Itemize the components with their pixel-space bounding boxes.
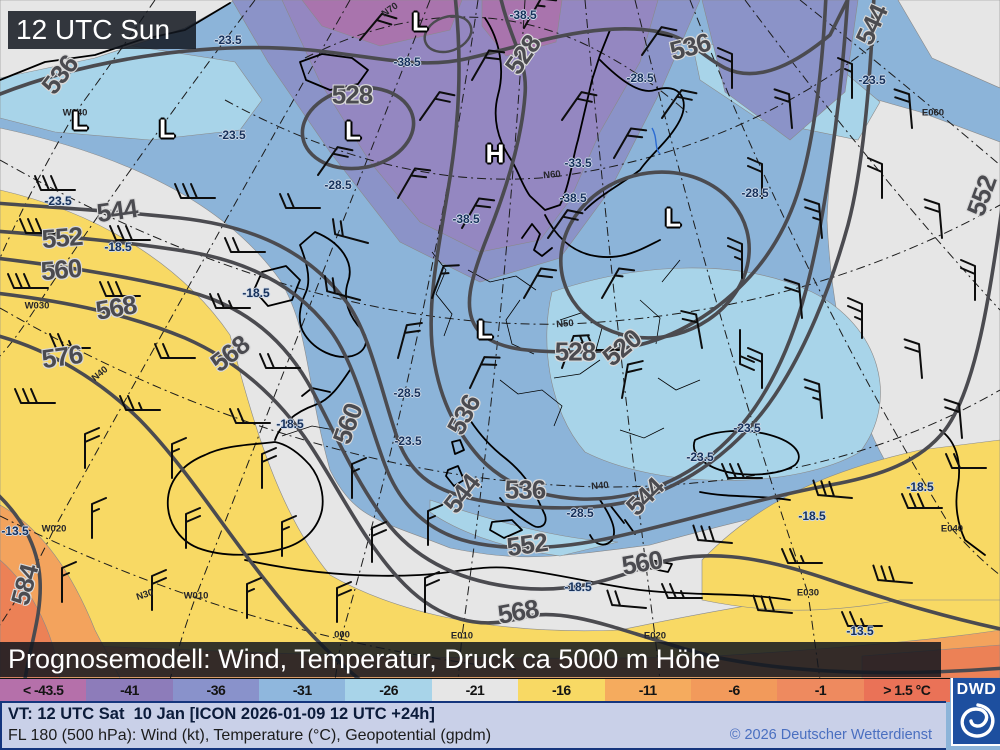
forecast-info-bar: VT: 12 UTC Sat 10 Jan [ICON 2026-01-09 1… bbox=[0, 701, 946, 750]
legend-cell: -26 bbox=[345, 679, 432, 702]
legend-cell: -1 bbox=[777, 679, 864, 702]
dwd-spiral-icon bbox=[960, 703, 995, 738]
dwd-logo-text: DWD bbox=[956, 681, 997, 698]
legend-cell: -11 bbox=[604, 679, 691, 702]
legend-cell: -36 bbox=[172, 679, 260, 702]
legend-cell: -16 bbox=[518, 679, 605, 702]
valid-time-stamp: 12 UTC Sun bbox=[8, 11, 196, 49]
temperature-legend: < -43.5 -41 -36 -31 -26 -21 -16 -11 -6 -… bbox=[0, 678, 950, 702]
legend-cell: -6 bbox=[690, 679, 778, 702]
legend-cell: -31 bbox=[259, 679, 346, 702]
valid-time-line: VT: 12 UTC Sat 10 Jan [ICON 2026-01-09 1… bbox=[8, 705, 435, 723]
dwd-logo: DWD bbox=[951, 678, 1000, 746]
graticule-lines bbox=[0, 0, 1000, 681]
legend-cell: < -43.5 bbox=[0, 679, 87, 702]
temperature-fill-regions bbox=[0, 0, 1000, 679]
legend-cell: -21 bbox=[431, 679, 519, 702]
copyright-notice: © 2026 Deutscher Wetterdienst bbox=[729, 727, 932, 743]
legend-cell: > 1.5 °C bbox=[863, 679, 950, 702]
level-parameters-line: FL 180 (500 hPa): Wind (kt), Temperature… bbox=[8, 727, 492, 744]
river-line bbox=[651, 127, 661, 155]
map-title-stamp: Prognosemodell: Wind, Temperatur, Druck … bbox=[0, 642, 941, 677]
legend-cell: -41 bbox=[86, 679, 173, 702]
